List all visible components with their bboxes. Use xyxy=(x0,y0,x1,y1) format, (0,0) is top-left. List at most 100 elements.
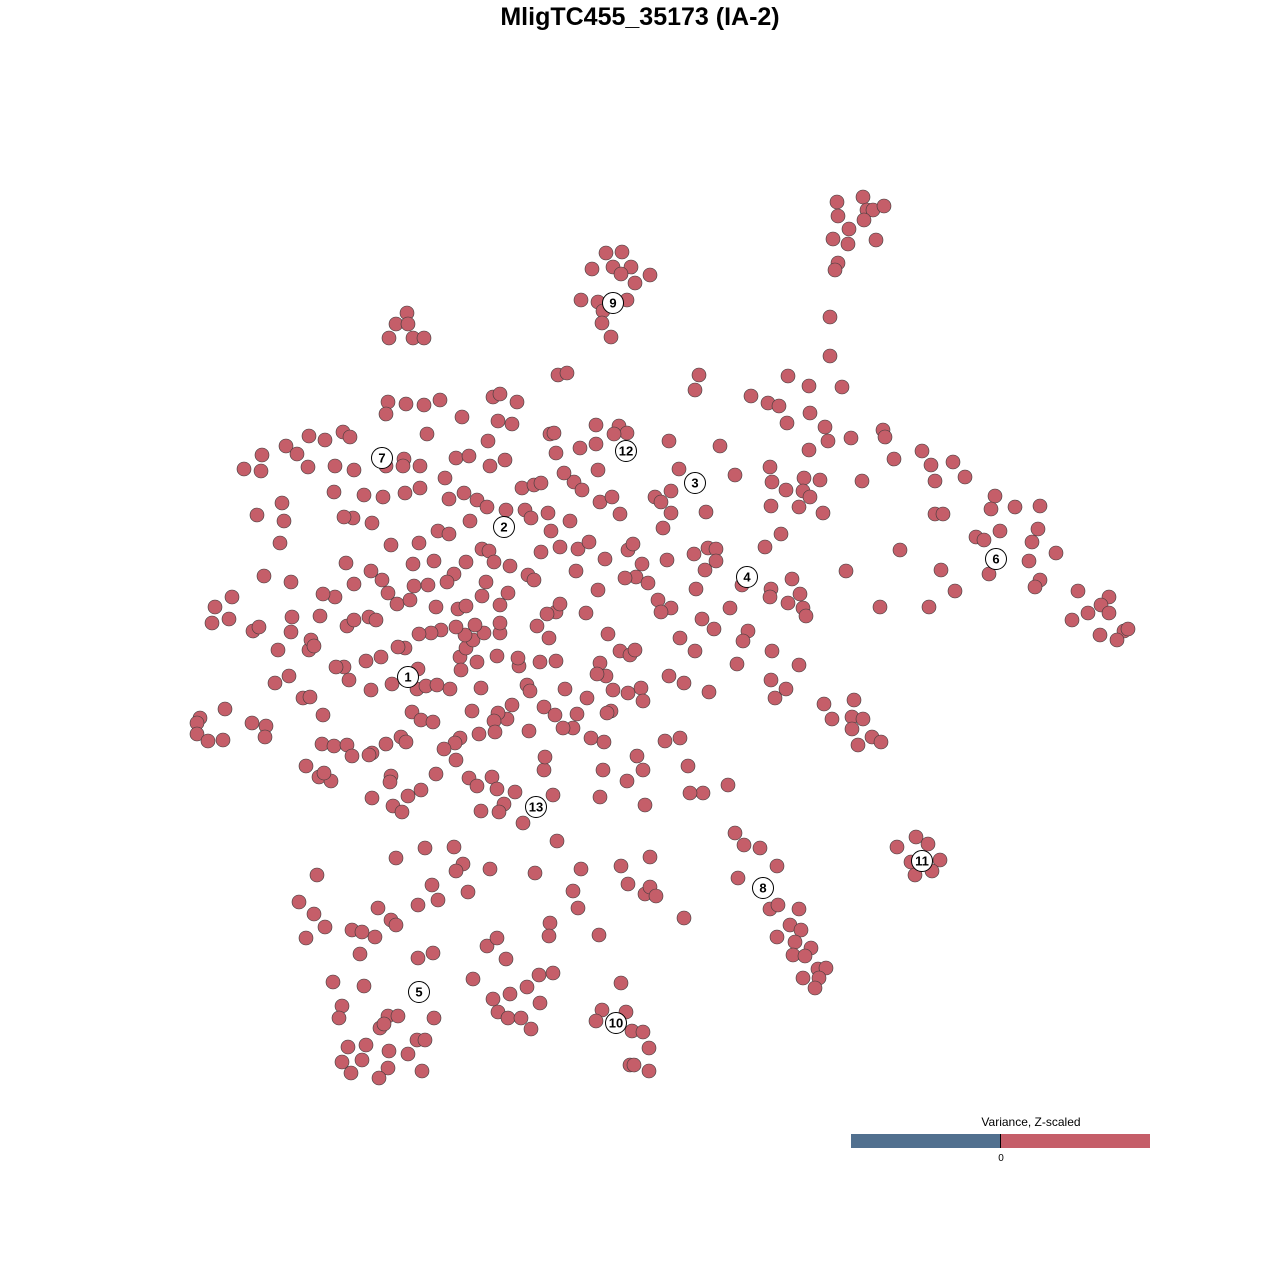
data-point xyxy=(327,458,343,474)
data-point xyxy=(425,945,441,961)
data-point xyxy=(672,730,688,746)
data-point xyxy=(672,630,688,646)
data-point xyxy=(389,596,405,612)
data-point xyxy=(801,442,817,458)
data-point xyxy=(635,693,651,709)
data-point xyxy=(1080,605,1096,621)
data-point xyxy=(515,815,531,831)
data-point xyxy=(390,1008,406,1024)
data-point xyxy=(663,483,679,499)
data-point xyxy=(400,788,416,804)
data-point xyxy=(641,1063,657,1079)
data-point xyxy=(569,706,585,722)
data-point xyxy=(825,231,841,247)
cluster-label-text: 7 xyxy=(378,451,385,466)
data-point xyxy=(545,787,561,803)
data-point xyxy=(309,867,325,883)
data-point xyxy=(346,612,362,628)
data-point xyxy=(796,470,812,486)
data-point xyxy=(663,505,679,521)
data-point xyxy=(676,675,692,691)
data-point xyxy=(256,568,272,584)
data-point xyxy=(603,329,619,345)
data-point xyxy=(771,398,787,414)
data-point xyxy=(461,448,477,464)
data-point xyxy=(578,605,594,621)
data-point xyxy=(694,611,710,627)
data-point xyxy=(976,532,992,548)
data-point xyxy=(625,536,641,552)
data-point xyxy=(992,523,1008,539)
cluster-label-4: 4 xyxy=(736,566,758,588)
data-point xyxy=(489,781,505,797)
cluster-label-badge xyxy=(985,548,1007,570)
data-point xyxy=(491,804,507,820)
data-point xyxy=(371,1070,387,1086)
data-point xyxy=(334,998,350,1014)
data-point xyxy=(812,472,828,488)
data-point xyxy=(791,901,807,917)
data-point xyxy=(439,574,455,590)
data-point xyxy=(465,971,481,987)
data-point xyxy=(504,697,520,713)
data-point xyxy=(375,489,391,505)
cluster-label-badge xyxy=(602,292,624,314)
data-point xyxy=(1101,605,1117,621)
data-point xyxy=(642,849,658,865)
data-point xyxy=(619,773,635,789)
data-point xyxy=(363,563,379,579)
data-point xyxy=(598,245,614,261)
data-point xyxy=(473,803,489,819)
cluster-label-text: 9 xyxy=(609,296,616,311)
data-point xyxy=(633,680,649,696)
data-point xyxy=(595,762,611,778)
data-point xyxy=(276,513,292,529)
cluster-label-badge xyxy=(605,1012,627,1034)
legend-color-bar xyxy=(851,1134,1150,1148)
data-point xyxy=(555,720,571,736)
cluster-label-text: 8 xyxy=(759,881,766,896)
data-point xyxy=(590,582,606,598)
data-point xyxy=(769,858,785,874)
data-point xyxy=(1024,534,1040,550)
data-point xyxy=(474,588,490,604)
data-point xyxy=(856,212,872,228)
data-point xyxy=(743,388,759,404)
data-point xyxy=(556,465,572,481)
data-point xyxy=(429,677,445,693)
data-point xyxy=(469,654,485,670)
data-point xyxy=(274,495,290,511)
data-point xyxy=(562,513,578,529)
data-point xyxy=(331,1010,347,1026)
data-point xyxy=(605,682,621,698)
data-point xyxy=(1120,621,1136,637)
data-point xyxy=(486,554,502,570)
data-point xyxy=(763,498,779,514)
data-point xyxy=(822,348,838,364)
data-point xyxy=(217,701,233,717)
data-point xyxy=(507,784,523,800)
data-point xyxy=(537,749,553,765)
data-point xyxy=(413,782,429,798)
cluster-label-text: 5 xyxy=(415,985,422,1000)
data-point xyxy=(364,790,380,806)
data-point xyxy=(458,598,474,614)
data-point xyxy=(687,382,703,398)
cluster-label-8: 8 xyxy=(752,877,774,899)
cluster-label-text: 12 xyxy=(619,444,633,459)
data-point xyxy=(405,556,421,572)
cluster-label-badge xyxy=(752,877,774,899)
data-point xyxy=(834,379,850,395)
data-point xyxy=(1032,498,1048,514)
data-point xyxy=(448,619,464,635)
data-point xyxy=(816,696,832,712)
data-point xyxy=(727,467,743,483)
data-point xyxy=(659,552,675,568)
data-point xyxy=(843,430,859,446)
data-point xyxy=(541,630,557,646)
data-point xyxy=(381,330,397,346)
data-point xyxy=(855,189,871,205)
data-point xyxy=(380,1060,396,1076)
data-point xyxy=(413,712,429,728)
